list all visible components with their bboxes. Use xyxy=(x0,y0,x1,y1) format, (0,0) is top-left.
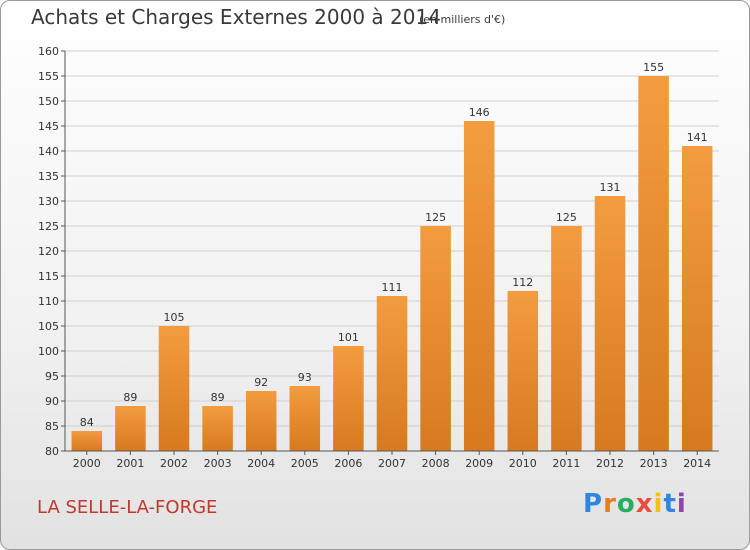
x-tick-label: 2005 xyxy=(291,457,319,470)
x-tick-label: 2014 xyxy=(683,457,711,470)
x-tick-label: 2008 xyxy=(422,457,450,470)
x-tick-label: 2004 xyxy=(247,457,275,470)
bar-2000 xyxy=(71,431,103,451)
x-tick-label: 2007 xyxy=(378,457,406,470)
bar-value-label: 92 xyxy=(254,376,268,389)
y-tick-label: 125 xyxy=(38,220,59,233)
bar-2003 xyxy=(202,406,233,451)
y-tick-label: 140 xyxy=(38,145,59,158)
bar-2014 xyxy=(681,146,713,451)
bar-value-label: 89 xyxy=(123,391,137,404)
location-name: LA SELLE-LA-FORGE xyxy=(37,497,218,518)
x-tick-label: 2012 xyxy=(596,457,624,470)
bar-2009 xyxy=(463,121,495,451)
x-tick-label: 2002 xyxy=(160,457,188,470)
y-tick-label: 150 xyxy=(38,95,59,108)
bar-value-label: 125 xyxy=(556,211,577,224)
y-tick-label: 115 xyxy=(38,270,59,283)
bar-value-label: 84 xyxy=(80,416,94,429)
y-tick-label: 95 xyxy=(45,370,59,383)
logo-letter: x xyxy=(635,489,654,519)
x-tick-label: 2006 xyxy=(334,457,362,470)
logo-letter: i xyxy=(676,489,687,519)
y-tick-label: 155 xyxy=(38,70,59,83)
y-tick-label: 85 xyxy=(45,420,59,433)
bar-value-label: 112 xyxy=(512,276,533,289)
bar-value-label: 131 xyxy=(600,181,621,194)
x-tick-label: 2013 xyxy=(640,457,668,470)
bar-2011 xyxy=(551,226,582,451)
chart-subtitle: (en milliers d'€) xyxy=(419,13,506,26)
x-tick-label: 2000 xyxy=(73,457,101,470)
bar-value-label: 111 xyxy=(382,281,403,294)
bar-2001 xyxy=(115,406,146,451)
chart-title: Achats et Charges Externes 2000 à 2014 xyxy=(31,5,441,29)
y-tick-label: 120 xyxy=(38,245,59,258)
bar-value-label: 93 xyxy=(298,371,312,384)
y-tick-label: 135 xyxy=(38,170,59,183)
bar-2006 xyxy=(333,346,364,451)
logo-letter: t xyxy=(663,489,677,519)
bar-value-label: 125 xyxy=(425,211,446,224)
y-tick-label: 90 xyxy=(45,395,59,408)
y-tick-label: 105 xyxy=(38,320,59,333)
bar-2004 xyxy=(245,391,277,451)
bar-value-label: 155 xyxy=(643,61,664,74)
y-tick-label: 145 xyxy=(38,120,59,133)
x-tick-label: 2010 xyxy=(509,457,537,470)
bar-value-label: 146 xyxy=(469,106,490,119)
bar-value-label: 89 xyxy=(211,391,225,404)
logo-letter: i xyxy=(653,489,664,519)
x-tick-label: 2001 xyxy=(116,457,144,470)
x-tick-label: 2011 xyxy=(552,457,580,470)
y-tick-label: 130 xyxy=(38,195,59,208)
bar-2007 xyxy=(376,296,408,451)
bar-2005 xyxy=(289,386,321,451)
x-tick-label: 2003 xyxy=(204,457,232,470)
y-tick-label: 160 xyxy=(38,45,59,58)
x-tick-label: 2009 xyxy=(465,457,493,470)
logo-letter: P xyxy=(583,489,604,519)
y-tick-label: 80 xyxy=(45,445,59,458)
bar-value-label: 101 xyxy=(338,331,359,344)
logo-letter: r xyxy=(603,489,617,519)
y-tick-label: 110 xyxy=(38,295,59,308)
y-tick-label: 100 xyxy=(38,345,59,358)
bar-value-label: 141 xyxy=(687,131,708,144)
bar-2010 xyxy=(507,291,539,451)
bar-2002 xyxy=(158,326,190,451)
bar-2012 xyxy=(594,196,626,451)
proxiti-logo: Proxiti xyxy=(583,489,687,519)
bar-value-label: 105 xyxy=(164,311,185,324)
bar-2013 xyxy=(638,76,669,451)
bar-2008 xyxy=(420,226,451,451)
logo-letter: o xyxy=(616,489,636,519)
